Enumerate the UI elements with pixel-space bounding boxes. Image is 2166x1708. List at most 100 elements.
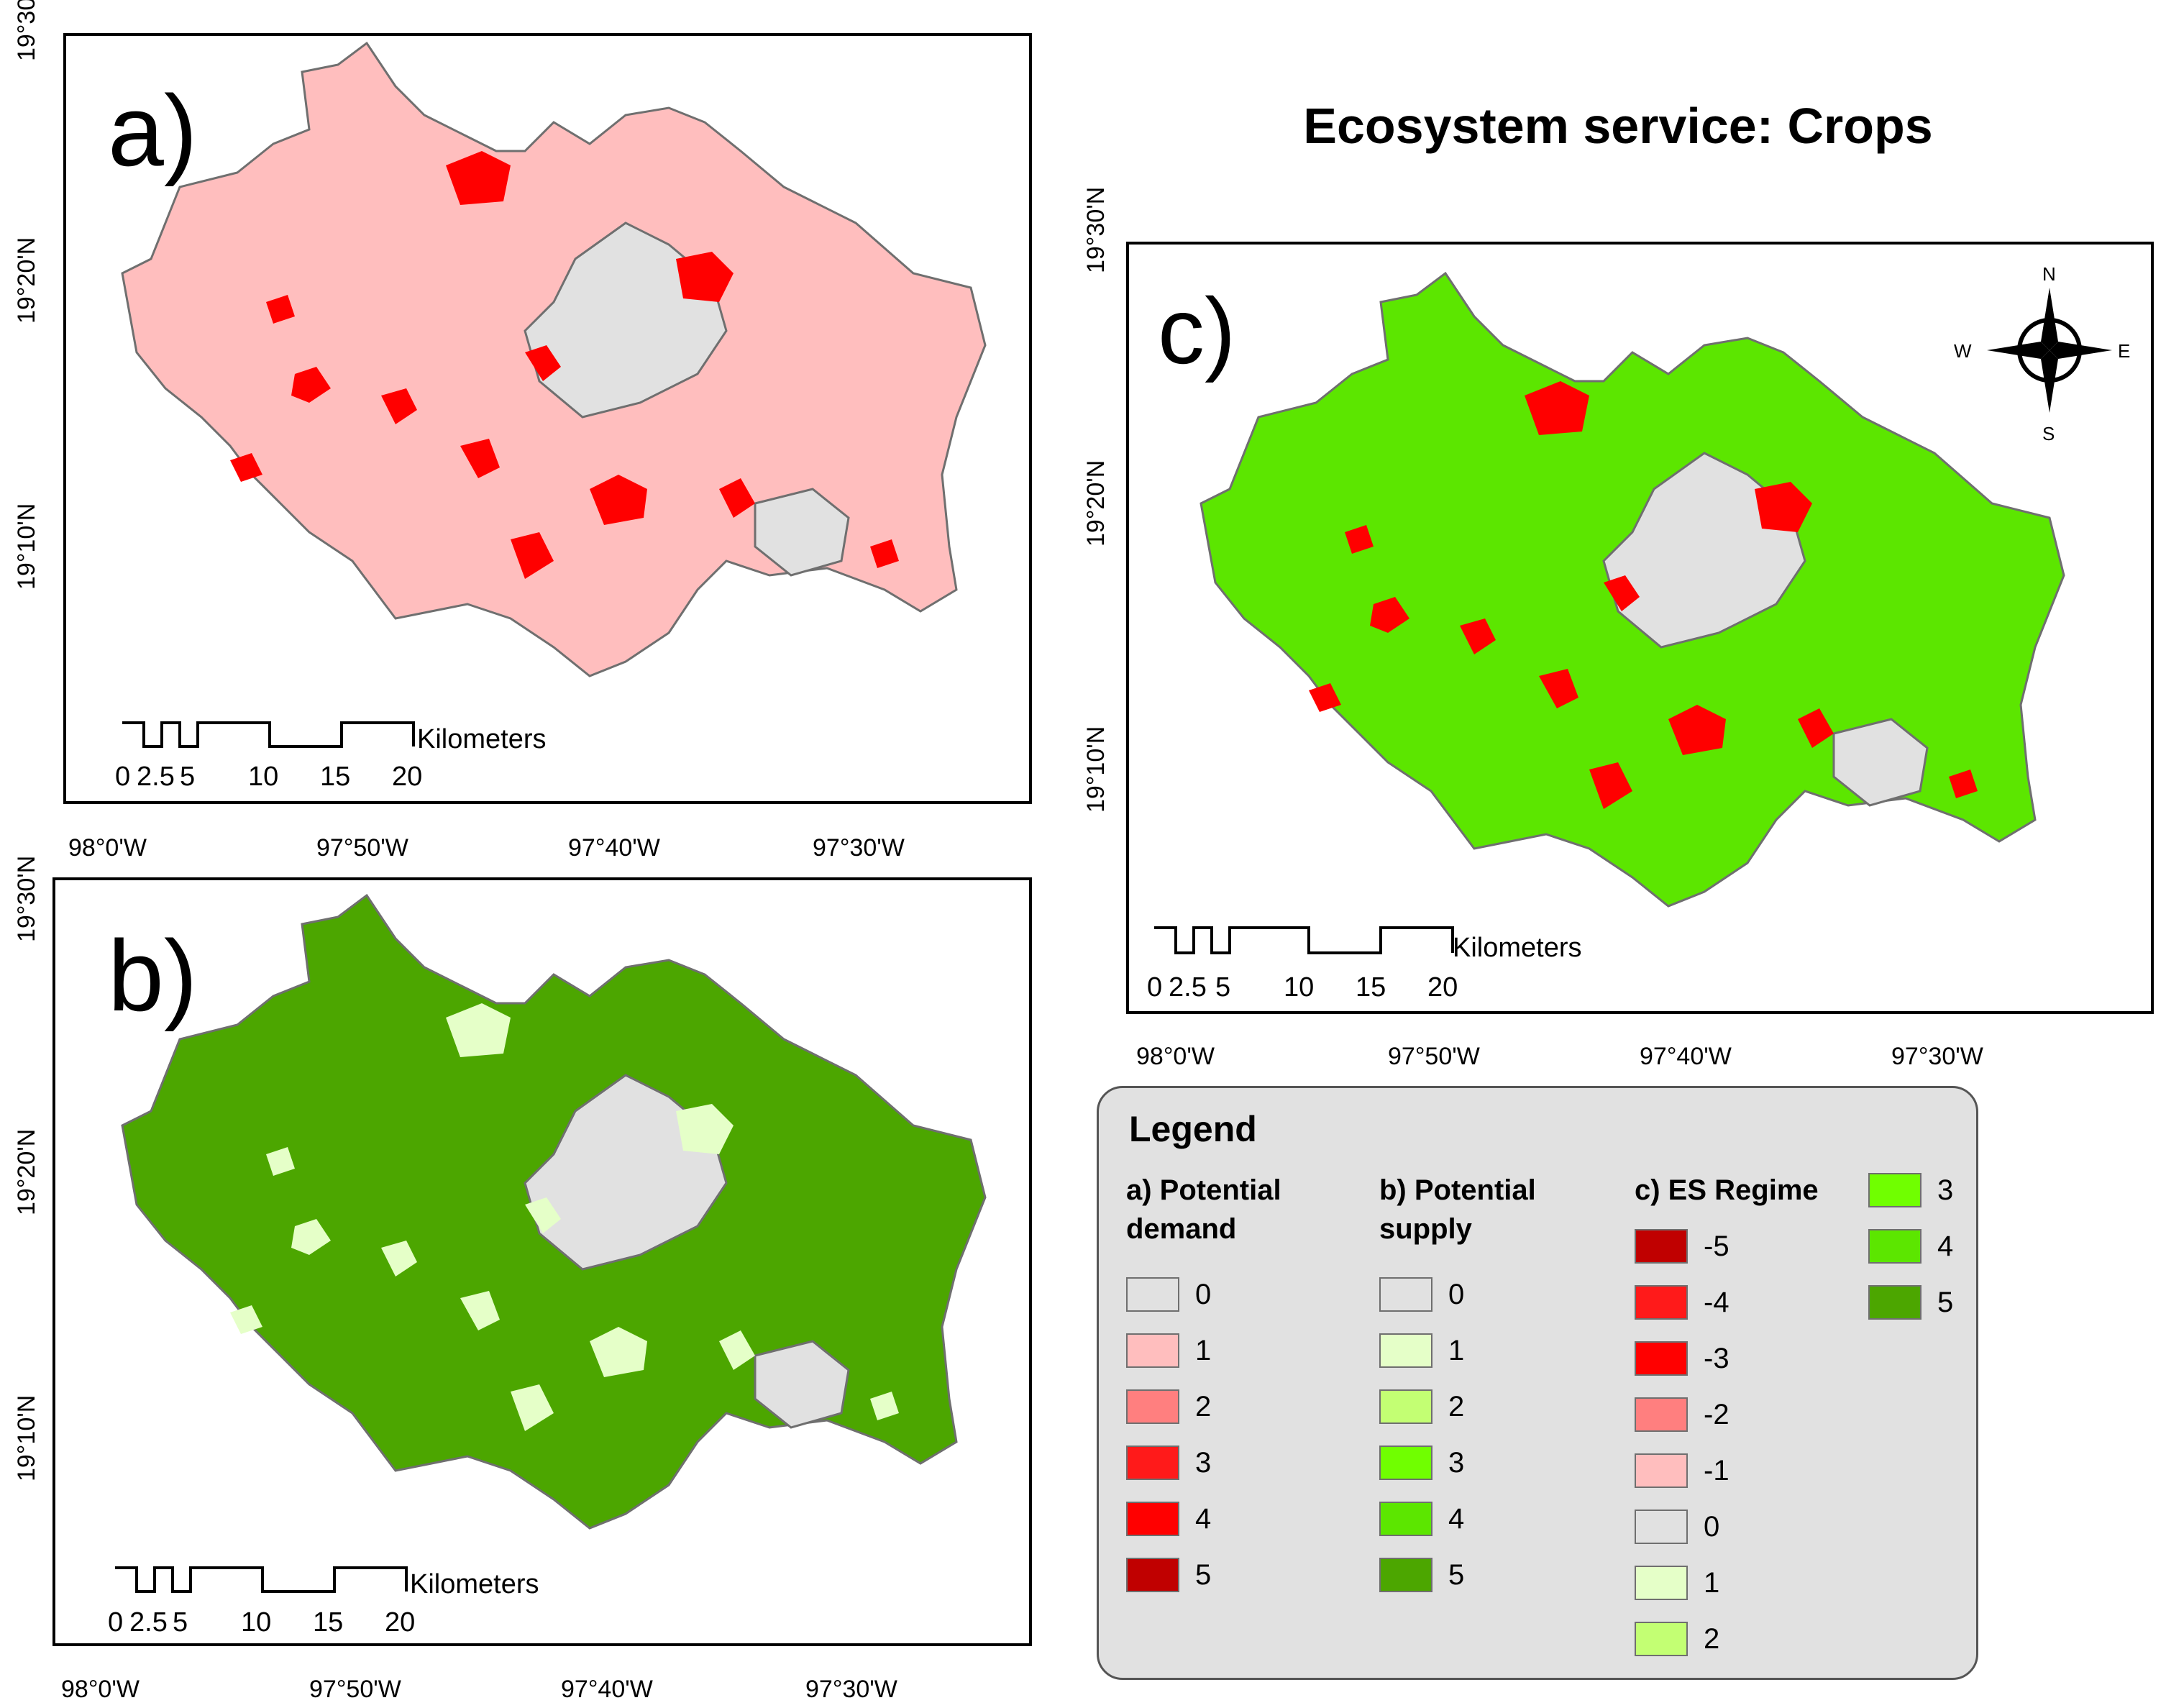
legend-regime-label: -3 [1704, 1342, 1729, 1374]
compass-rose-icon: N S W E [1954, 263, 2130, 444]
legend-regime-label: -1 [1704, 1454, 1729, 1486]
legend-demand-label: 3 [1195, 1446, 1212, 1479]
compass-east-label: E [2118, 340, 2130, 362]
panel-c-scale-bar: Kilometers 0 2.5 5 10 15 20 [1147, 926, 1582, 1003]
legend-supply-label: 0 [1448, 1278, 1465, 1310]
legend-demand-swatch [1126, 1389, 1179, 1424]
legend-supply-swatch [1379, 1277, 1432, 1312]
legend-regime-label: 0 [1704, 1510, 1720, 1543]
panel-c-scale-tick-0: 0 [1147, 972, 1162, 1003]
compass-north-label: N [2042, 263, 2056, 285]
panel-c-scale-tick-4: 15 [1356, 972, 1386, 1003]
legend-regime-swatch [1635, 1453, 1688, 1488]
compass-south-label: S [2042, 423, 2055, 444]
panel-b-scale-tick-5: 20 [385, 1607, 415, 1638]
legend-title: Legend [1129, 1109, 1257, 1149]
legend-supply-row: 0 [1379, 1275, 1464, 1314]
panel-a-scale-bar: Kilometers 0 2.5 5 10 15 20 [115, 721, 547, 792]
panel-c-map: c) 19°30'N 19°20'N 19°10'N 98°0'W 97°50'… [1082, 187, 2154, 1070]
legend-demand-label: 1 [1195, 1334, 1212, 1366]
panel-c-lon-label-3: 97°30'W [1891, 1043, 1983, 1070]
panel-a-lon-label-0: 98°0'W [68, 834, 147, 862]
legend-regime-label: -2 [1704, 1398, 1729, 1430]
panel-c-lon-label-0: 98°0'W [1136, 1043, 1215, 1070]
legend: Legend a) Potential demand 0 1 2 3 4 5 [1097, 1086, 1978, 1680]
legend-regime-row: -4 [1635, 1283, 1729, 1322]
legend-supply-swatch [1379, 1333, 1432, 1368]
legend-regime-label: -5 [1704, 1230, 1729, 1262]
panel-c-scale-unit: Kilometers [1453, 933, 1582, 963]
panel-a-lon-label-2: 97°40'W [568, 834, 660, 862]
legend-regime-label: -4 [1704, 1286, 1729, 1318]
legend-regime-row: -2 [1635, 1395, 1729, 1434]
legend-regime-swatch [1635, 1510, 1688, 1544]
panel-a-map: a) 19°30 19°20'N 19°10'N 98°0'W 97°50'W … [13, 0, 1032, 862]
panel-c-label: c) [1158, 278, 1235, 383]
legend-regime-label: 2 [1704, 1622, 1720, 1655]
legend-demand-row: 0 [1126, 1275, 1211, 1314]
panel-c-lat-label-1: 19°20'N [1082, 460, 1110, 547]
panel-c-lon-label-2: 97°40'W [1640, 1043, 1732, 1070]
legend-regime-row: -5 [1635, 1227, 1729, 1266]
legend-regime-swatch [1868, 1285, 1921, 1320]
panel-a-scale-tick-5: 20 [392, 762, 422, 792]
legend-regime-label: 1 [1704, 1566, 1720, 1599]
panel-a-lat-label-2: 19°10'N [13, 503, 40, 590]
panel-a-lon-label-3: 97°30'W [813, 834, 905, 862]
legend-supply-label: 1 [1448, 1334, 1465, 1366]
legend-supply-swatch [1379, 1389, 1432, 1424]
panel-b-map: b) 19°30'N 19°20'N 19°10'N 98°0'W 97°50'… [13, 856, 1032, 1703]
panel-c-lat-label-2: 19°10'N [1082, 726, 1110, 813]
panel-b-lat-label-2: 19°10'N [13, 1395, 40, 1481]
legend-regime-label: 4 [1937, 1230, 1954, 1262]
panel-b-lon-label-1: 97°50'W [309, 1676, 401, 1703]
figure-title: Ecosystem service: Crops [1303, 98, 1933, 154]
panel-a-scale-unit: Kilometers [417, 724, 547, 754]
panel-b-scale-tick-2: 5 [173, 1607, 188, 1638]
panel-c-lon-label-1: 97°50'W [1388, 1043, 1480, 1070]
legend-demand-swatch [1126, 1333, 1179, 1368]
legend-supply-title-line1: b) Potential [1379, 1174, 1536, 1206]
panel-c-lat-label-0: 19°30'N [1082, 187, 1110, 273]
legend-regime-title: c) ES Regime [1635, 1174, 1819, 1206]
legend-demand-label: 5 [1195, 1558, 1212, 1591]
panel-b-scale-unit: Kilometers [410, 1569, 539, 1599]
legend-demand-swatch [1126, 1558, 1179, 1592]
panel-b-scale-tick-1: 2.5 [129, 1607, 168, 1638]
legend-demand-row: 1 [1126, 1331, 1211, 1370]
legend-supply-row: 5 [1379, 1556, 1464, 1594]
panel-b-lon-label-2: 97°40'W [561, 1676, 653, 1703]
legend-demand-label: 0 [1195, 1278, 1212, 1310]
legend-regime-swatch [1635, 1229, 1688, 1264]
legend-regime-row: 5 [1868, 1283, 1953, 1322]
legend-regime-swatch [1868, 1173, 1921, 1207]
legend-supply-row: 3 [1379, 1443, 1464, 1482]
legend-regime-swatch [1635, 1397, 1688, 1432]
legend-regime-row: 2 [1635, 1620, 1719, 1658]
legend-supply-label: 3 [1448, 1446, 1465, 1479]
legend-demand-swatch [1126, 1277, 1179, 1312]
legend-demand-row: 4 [1126, 1499, 1211, 1538]
legend-regime-swatch [1635, 1285, 1688, 1320]
legend-regime-row: -3 [1635, 1339, 1729, 1378]
panel-c-scale-tick-1: 2.5 [1169, 972, 1207, 1003]
legend-demand-swatch [1126, 1446, 1179, 1480]
legend-regime-swatch [1635, 1622, 1688, 1656]
compass-west-label: W [1954, 340, 1972, 362]
panel-a-scale-tick-4: 15 [320, 762, 350, 792]
legend-potential-demand: a) Potential demand 0 1 2 3 4 5 [1126, 1171, 1363, 1645]
legend-es-regime: c) ES Regime -5 -4 -3 -2 -1 0 1 [1635, 1171, 1965, 1667]
legend-regime-row: 4 [1868, 1227, 1953, 1266]
panel-c-scale-tick-3: 10 [1284, 972, 1314, 1003]
legend-supply-swatch [1379, 1446, 1432, 1480]
panel-a-lon-label-1: 97°50'W [316, 834, 408, 862]
panel-a-scale-tick-3: 10 [248, 762, 278, 792]
panel-b-lat-label-0: 19°30'N [13, 856, 40, 942]
panel-b-scale-tick-0: 0 [108, 1607, 123, 1638]
panel-b-scale-tick-3: 10 [241, 1607, 271, 1638]
legend-demand-label: 4 [1195, 1502, 1212, 1535]
legend-demand-row: 3 [1126, 1443, 1211, 1482]
legend-regime-row: 3 [1868, 1171, 1953, 1210]
legend-supply-label: 2 [1448, 1390, 1465, 1422]
